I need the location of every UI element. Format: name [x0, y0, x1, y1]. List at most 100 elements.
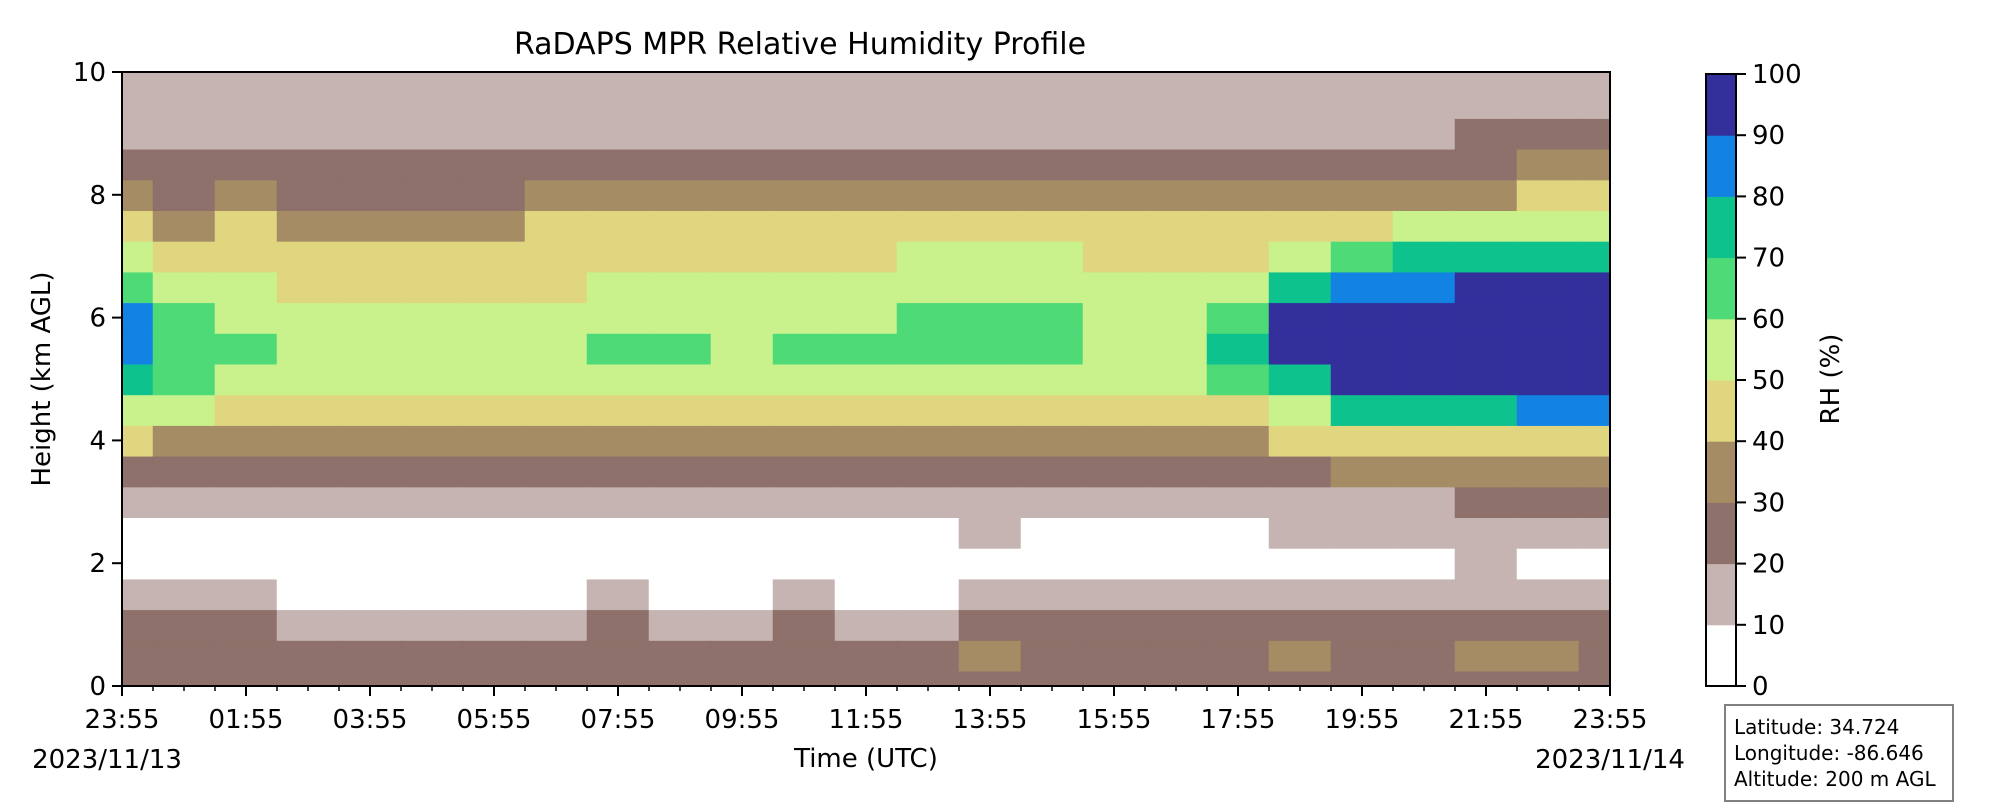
heatmap-cell — [214, 148, 278, 181]
heatmap-cell — [1268, 455, 1332, 488]
x-tick-label: 23:55 — [85, 705, 160, 735]
heatmap-cell — [1330, 148, 1394, 181]
heatmap-cell — [462, 424, 526, 457]
heatmap-cell — [1454, 332, 1518, 365]
heatmap-cell — [1144, 148, 1208, 181]
heatmap-cell — [896, 179, 960, 211]
heatmap-cell — [400, 87, 464, 119]
heatmap-cell — [772, 302, 836, 334]
heatmap-cell — [834, 117, 898, 150]
heatmap-cell — [1144, 578, 1208, 611]
heatmap-cell — [958, 87, 1022, 119]
heatmap-cell — [1082, 148, 1146, 181]
heatmap-cell — [710, 302, 774, 334]
heatmap-cell — [1578, 455, 1611, 488]
heatmap-cell — [834, 179, 898, 211]
heatmap-cell — [152, 209, 216, 242]
heatmap-cell — [1144, 455, 1208, 488]
heatmap-cell — [214, 240, 278, 273]
heatmap-cell — [1144, 271, 1208, 304]
heatmap-cell — [462, 455, 526, 488]
heatmap-cell — [1454, 486, 1518, 519]
heatmap-cell — [462, 547, 526, 580]
heatmap-cell — [648, 639, 712, 672]
heatmap-cell — [1578, 87, 1611, 119]
heatmap-cell — [1082, 424, 1146, 457]
heatmap-cell — [1454, 179, 1518, 211]
heatmap-cell — [772, 71, 836, 89]
heatmap-cell — [1144, 209, 1208, 242]
heatmap-cell — [338, 87, 402, 119]
heatmap-cell — [214, 394, 278, 426]
heatmap-cell — [958, 455, 1022, 488]
heatmap-cell — [1206, 639, 1270, 672]
heatmap-cell — [1144, 179, 1208, 211]
heatmap-cell — [1454, 424, 1518, 457]
heatmap-cell — [462, 87, 526, 119]
heatmap-cell — [524, 71, 588, 89]
heatmap-cell — [1020, 332, 1084, 365]
heatmap-cell — [834, 394, 898, 426]
y-tick-label: 0 — [89, 672, 106, 702]
heatmap-cell — [276, 670, 340, 687]
heatmap-cell — [1330, 117, 1394, 150]
heatmap-cell — [1330, 609, 1394, 641]
heatmap-cell — [586, 516, 650, 549]
heatmap-cell — [958, 578, 1022, 611]
heatmap-cell — [524, 609, 588, 641]
heatmap-cell — [338, 670, 402, 687]
heatmap-cell — [1082, 179, 1146, 211]
heatmap-cell — [1516, 394, 1580, 426]
heatmap-cell — [834, 363, 898, 396]
x-date-start: 2023/11/13 — [32, 745, 182, 775]
heatmap-cell — [1516, 516, 1580, 549]
heatmap-cell — [958, 486, 1022, 519]
x-tick-label: 03:55 — [333, 705, 408, 735]
heatmap-cell — [772, 363, 836, 396]
heatmap-cell — [1454, 547, 1518, 580]
heatmap-cell — [648, 486, 712, 519]
heatmap-cell — [1330, 424, 1394, 457]
heatmap-cell — [586, 71, 650, 89]
heatmap-cell — [152, 87, 216, 119]
heatmap-cell — [1454, 394, 1518, 426]
heatmap-cell — [648, 609, 712, 641]
colorbar-segment — [1706, 135, 1736, 197]
heatmap-cell — [896, 516, 960, 549]
heatmap-cell — [1330, 179, 1394, 211]
colorbar-label: RH (%) — [1816, 334, 1846, 425]
heatmap-cell — [1082, 394, 1146, 426]
heatmap-cell — [896, 547, 960, 580]
heatmap-cell — [1454, 71, 1518, 89]
heatmap-cell — [524, 394, 588, 426]
heatmap-cell — [524, 455, 588, 488]
heatmap-cell — [648, 332, 712, 365]
colorbar-tick-label: 80 — [1752, 182, 1785, 212]
heatmap-cell — [462, 639, 526, 672]
heatmap-cell — [1144, 609, 1208, 641]
heatmap-cell — [1144, 302, 1208, 334]
heatmap-cell — [896, 117, 960, 150]
colorbar-tick-label: 50 — [1752, 366, 1785, 396]
heatmap-cell — [1578, 670, 1611, 687]
heatmap-cell — [1020, 271, 1084, 304]
heatmap-cell — [152, 639, 216, 672]
heatmap-cell — [586, 179, 650, 211]
heatmap-cell — [958, 271, 1022, 304]
heatmap-cell — [586, 302, 650, 334]
heatmap-cell — [1578, 547, 1611, 580]
heatmap-cell — [586, 578, 650, 611]
heatmap-cell — [958, 547, 1022, 580]
heatmap-cell — [276, 516, 340, 549]
heatmap-cell — [1578, 424, 1611, 457]
heatmap-cell — [958, 332, 1022, 365]
heatmap-cell — [338, 578, 402, 611]
heatmap-cell — [1082, 271, 1146, 304]
heatmap-cell — [1082, 486, 1146, 519]
heatmap-cell — [896, 363, 960, 396]
heatmap-cell — [772, 87, 836, 119]
heatmap-cell — [1392, 609, 1456, 641]
heatmap-cell — [586, 424, 650, 457]
heatmap-cell — [1330, 240, 1394, 273]
heatmap-cell — [1578, 609, 1611, 641]
